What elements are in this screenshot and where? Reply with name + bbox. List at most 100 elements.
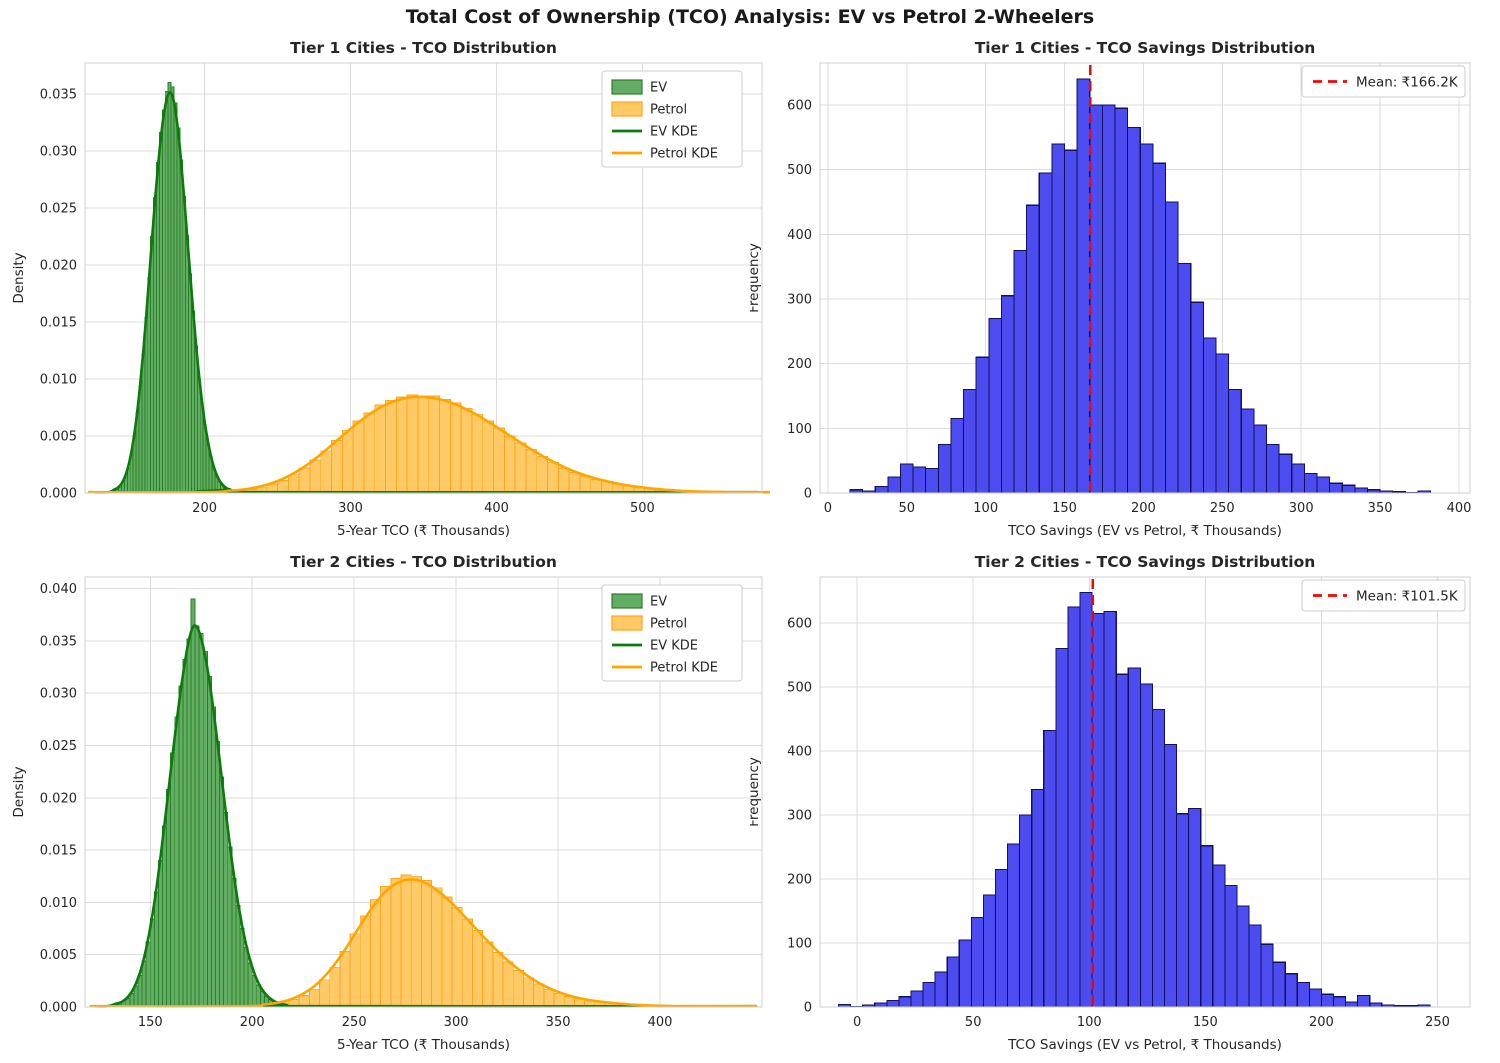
histogram-bar xyxy=(1000,295,1015,494)
histogram-bar xyxy=(1278,453,1293,494)
histogram-bar xyxy=(1019,814,1033,1008)
y-tick-label: 600 xyxy=(787,617,812,632)
x-tick-label: 150 xyxy=(1052,501,1077,516)
histogram-bar xyxy=(958,939,972,1008)
histogram-bar xyxy=(1212,864,1226,1008)
y-tick-label: 200 xyxy=(787,873,812,888)
histogram-bar xyxy=(198,633,204,1008)
y-tick-label: 0.010 xyxy=(40,896,77,911)
x-tick-label: 400 xyxy=(648,1015,673,1030)
legend-label: Petrol xyxy=(650,617,687,632)
histogram-bar xyxy=(1316,476,1331,494)
histogram-bar xyxy=(1177,262,1192,494)
legend-box xyxy=(601,584,743,682)
histogram-bar xyxy=(471,930,484,1008)
histogram-bar xyxy=(157,860,163,1008)
legend: Mean: ₹166.2K xyxy=(1301,65,1466,98)
histogram-bar xyxy=(219,776,225,1008)
histogram-bar xyxy=(406,394,419,494)
histogram-bar xyxy=(359,915,371,1008)
x-axis-ticks: 150 200 250 300 350 400 xyxy=(138,1015,673,1030)
y-tick-label: 200 xyxy=(787,357,812,372)
histogram-bar xyxy=(319,979,331,1008)
x-tick-label: 0 xyxy=(853,1015,861,1030)
x-axis-label: 5-Year TCO (₹ Thousands) xyxy=(337,523,510,539)
histogram-bar xyxy=(341,429,354,494)
histogram-bar xyxy=(925,467,939,494)
histogram-bar xyxy=(1139,683,1153,1008)
histogram-bars-ev xyxy=(113,598,290,1008)
histogram-bar xyxy=(363,412,376,494)
histogram-bar xyxy=(1055,648,1069,1008)
plot-border xyxy=(819,62,1471,494)
histogram-bar xyxy=(970,916,984,1008)
x-tick-label: 400 xyxy=(1447,501,1472,516)
chart-tier2-tco-savings: 0 50 100 150 200 250 0 100 200 300 400 500 600 TCO Sa… xyxy=(746,548,1500,1063)
plot-tier1-tco-distribution: 200 300 400 5000.0000.0050.0100.0150.0200.0… xyxy=(11,39,781,539)
y-tick-label: 0.015 xyxy=(40,315,77,330)
histogram-bar xyxy=(170,752,176,1008)
y-tick-label: 300 xyxy=(787,809,812,824)
histogram-bar xyxy=(1320,993,1335,1008)
histogram-bar xyxy=(1063,149,1078,494)
histogram-bar xyxy=(994,868,1009,1008)
y-tick-label: 600 xyxy=(787,99,812,114)
histogram-bar xyxy=(590,478,602,494)
x-tick-label: 100 xyxy=(973,501,998,516)
x-tick-label: 200 xyxy=(240,1015,265,1030)
plot-border xyxy=(84,62,763,494)
histogram-bar xyxy=(349,933,361,1008)
y-tick-label: 0.025 xyxy=(40,201,77,216)
histogram-bar xyxy=(1067,606,1081,1008)
histogram-bar xyxy=(309,459,322,494)
x-axis-ticks: 0 50 100 150 200 250 xyxy=(853,1015,1450,1030)
histogram-bar xyxy=(975,356,990,494)
ev-kde-line xyxy=(88,91,759,494)
histogram-bar xyxy=(1007,843,1021,1008)
petrol-kde-line xyxy=(89,878,758,1008)
histogram-bar xyxy=(1253,424,1268,494)
histogram-bar xyxy=(1013,249,1028,494)
histogram-bar xyxy=(1291,463,1305,494)
plot-tier2-tco-distribution: 150 200 250 300 350 4000.0000.0050.0100.0150.… xyxy=(11,553,763,1053)
histogram-bar xyxy=(461,918,473,1008)
histogram-bar xyxy=(194,625,200,1008)
histogram-bar xyxy=(579,475,592,494)
histogram-bar xyxy=(1139,143,1154,494)
histogram-bar xyxy=(1357,994,1371,1008)
x-tick-label: 250 xyxy=(1210,501,1235,516)
histogram-bar xyxy=(385,400,397,494)
histogram-bar xyxy=(1115,673,1129,1008)
y-tick-label: 400 xyxy=(787,228,812,243)
y-axis-label: Density xyxy=(11,766,27,817)
chart-tier1-tco-savings: 0 50 100 150 200 250 300 350 400 0 100 200 300 400 500… xyxy=(746,35,1500,548)
histogram-bar xyxy=(1341,484,1356,494)
histogram-bar xyxy=(320,450,333,494)
histogram-bar xyxy=(922,982,936,1008)
histogram-bar xyxy=(178,685,184,1008)
legend-label: Petrol xyxy=(650,103,687,118)
histogram-bar xyxy=(1272,961,1286,1008)
y-axis-label: Frequency xyxy=(750,243,762,313)
histogram-bar xyxy=(460,408,473,494)
histogram-bar xyxy=(1329,482,1343,494)
histogram-bars-tco-savings xyxy=(838,591,1431,1008)
legend-swatch-ev xyxy=(611,593,643,609)
x-tick-label: 100 xyxy=(1077,1015,1102,1030)
histogram-bar xyxy=(1224,884,1238,1008)
histogram-bar xyxy=(441,896,453,1008)
histogram-bar xyxy=(482,420,494,494)
legend: EV Petrol EV KDE Petrol KDE xyxy=(601,584,743,682)
histogram-bar xyxy=(149,918,155,1008)
histogram-bar xyxy=(1190,301,1204,494)
x-tick-label: 300 xyxy=(444,1015,469,1030)
histogram-bar xyxy=(512,969,524,1008)
histogram-bar xyxy=(898,996,912,1008)
x-tick-label: 400 xyxy=(484,501,509,516)
histogram-bar xyxy=(912,466,927,494)
histogram-bar xyxy=(417,395,430,494)
histogram-bar xyxy=(934,971,948,1008)
y-axis-ticks: 0 100 200 300 400 500 600 xyxy=(787,99,812,502)
histogram-bar xyxy=(982,894,997,1008)
legend-box xyxy=(601,70,743,168)
